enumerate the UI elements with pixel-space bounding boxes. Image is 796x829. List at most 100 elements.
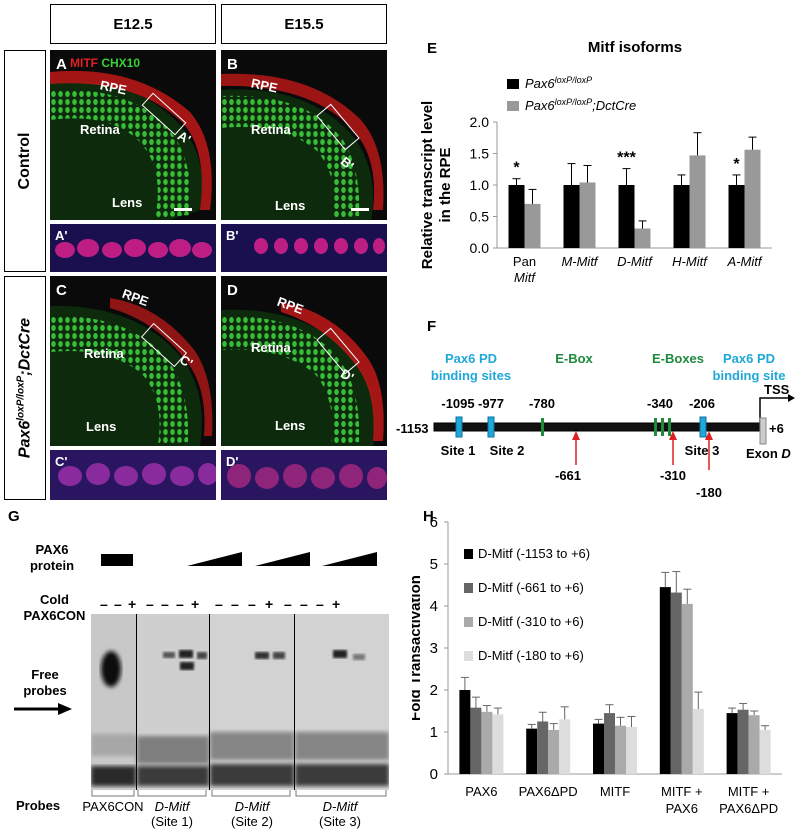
exon-d-box [760,418,766,444]
col-header-e15-label: E15.5 [222,16,386,33]
micrograph-b-image [221,50,387,220]
bar-h-3-0 [492,714,503,774]
bar-h-3-2 [626,727,637,774]
micrograph-d: D RPE Retina D' Lens [221,276,387,446]
site-1-label: Site 1 [441,443,476,458]
zoom-d-image [221,450,387,500]
free-probes-label: Free probes [10,667,80,699]
ebox-label: E-Box [555,351,593,366]
chart-e-xlabel-1: M-Mitf [561,254,598,269]
lane-mark-6: + [191,596,199,612]
chart-h-xlabel-0: PAX6 [465,784,497,799]
chart-h-xlabel-3: MITF + [661,784,703,799]
probe-group-name-2: D-Mitf [207,799,297,814]
lane-mark-13: – [316,596,324,612]
probe-group-site-1: (Site 1) [127,814,217,829]
chart-e-ytick-label-2: 1.0 [470,177,490,193]
probe-group-1: D-Mitf (Site 1) [127,799,217,829]
probe-group-3: D-Mitf (Site 3) [295,799,385,829]
tss-label: TSS [764,382,790,397]
probe-group-site-3: (Site 3) [295,814,385,829]
lane-mark-9: – [248,596,256,612]
legend-swatch-h-1 [464,583,473,593]
chart-h-ytick-label-0: 0 [430,766,438,783]
legend-swatch-h-0 [464,549,473,559]
row-label-control-box: Control [4,50,46,272]
panel-label-c: C [56,282,67,299]
zoom-b: B' [221,224,387,272]
cold-label: Cold PAX6CON [12,592,97,624]
free-probes-arrow [14,700,74,718]
bar-e-1-4 [745,150,761,248]
bar-h-1-0 [470,708,481,774]
retina-label-b: Retina [251,122,291,137]
significance-e-2: *** [617,150,636,167]
col-header-e15: E15.5 [221,4,387,44]
probe-group-2: D-Mitf (Site 2) [207,799,297,829]
panel-label-d: D [227,282,238,299]
lane-mark-4: – [161,596,169,612]
chart-h-ytick-label-2: 2 [430,682,438,699]
chart-e-xlabel2-0: Mitf [514,270,536,285]
site-1-box [456,417,462,437]
lane-mark-11: – [284,596,292,612]
legend-label-h-0: D-Mitf (-1153 to +6) [478,546,590,561]
panel-label-b: B [227,56,238,73]
row-label-control: Control [16,133,34,190]
chart-e-xlabel-0: Pan [513,254,536,269]
chart-h: 0 1 2 3 4 5 6 Fold Transactivation D-Mitf (-1153… [412,512,788,817]
chart-h-ytick-label-3: 3 [430,640,438,657]
row-label-mutant-base: Pax6 [17,421,34,458]
site-2-box [488,417,494,437]
zoom-label-a: A' [55,228,67,243]
col-header-e12: E12.5 [50,4,216,44]
bar-e-0-0 [509,185,525,248]
chart-e-xlabel-3: H-Mitf [672,254,708,269]
legend-label-h-2: D-Mitf (-310 to +6) [478,614,584,629]
panel-letter-g: G [8,508,20,525]
bar-e-0-4 [729,185,745,248]
chart-e-ytick-label-0: 0.0 [470,240,490,256]
legend-label-e-sup-0: loxP/loxP [555,75,593,85]
lens-label-c: Lens [86,419,116,434]
chart-h-xlabel2-4: PAX6ΔPD [719,801,778,816]
lens-label-b: Lens [275,198,305,213]
pos-label-340: -340 [647,396,673,411]
ebox-340-tick-2 [661,418,664,436]
zoom-label-b: B' [226,228,238,243]
bar-h-2-3 [682,604,693,774]
legend-label-e-0: Pax6loxP/loxP [525,75,592,91]
free-probes-label-1: Free [10,667,80,683]
protein-wedge-site2 [255,552,310,566]
bar-h-1-2 [604,713,615,774]
promoter-bar [434,423,764,431]
chart-e-ylabel-2: in the RPE [437,147,454,222]
probe-group-name-1: D-Mitf [127,799,217,814]
chart-e-ylabel-1: Relative transcript level [419,101,436,269]
lane-mark-10: + [265,596,273,612]
probe-group-name-3: D-Mitf [295,799,385,814]
pd-sites-left-label-2: binding sites [431,368,511,383]
lane-mark-1: – [114,596,122,612]
bar-h-3-4 [760,730,771,774]
protein-bar-control [101,554,133,566]
stain-mitf: MITF [70,56,98,70]
zoom-label-c: C' [55,454,67,469]
bar-h-2-4 [749,715,760,774]
chart-e-xlabel-2: D-Mitf [617,254,653,269]
zoom-c: C' [50,450,216,500]
eboxes-label: E-Boxes [652,351,704,366]
micrograph-a: A MITF CHX10 RPE Retina A' Lens [50,50,216,220]
start-label: -1153 [396,421,429,436]
zoom-a-image [50,224,216,272]
legend-swatch-e-1 [507,101,519,111]
ebox-780-tick [541,418,544,436]
legend-swatch-h-3 [464,651,473,661]
protein-label-2: protein [12,558,92,574]
row-label-mutant-end: ;DctCre [17,318,34,376]
legend-label-h-3: D-Mitf (-180 to +6) [478,648,584,663]
pos-label-310: -310 [660,468,686,483]
lane-mark-8: – [231,596,239,612]
row-label-mutant-sup: loxP/loxP [15,376,26,421]
stain-legend-a: MITF CHX10 [70,56,140,70]
